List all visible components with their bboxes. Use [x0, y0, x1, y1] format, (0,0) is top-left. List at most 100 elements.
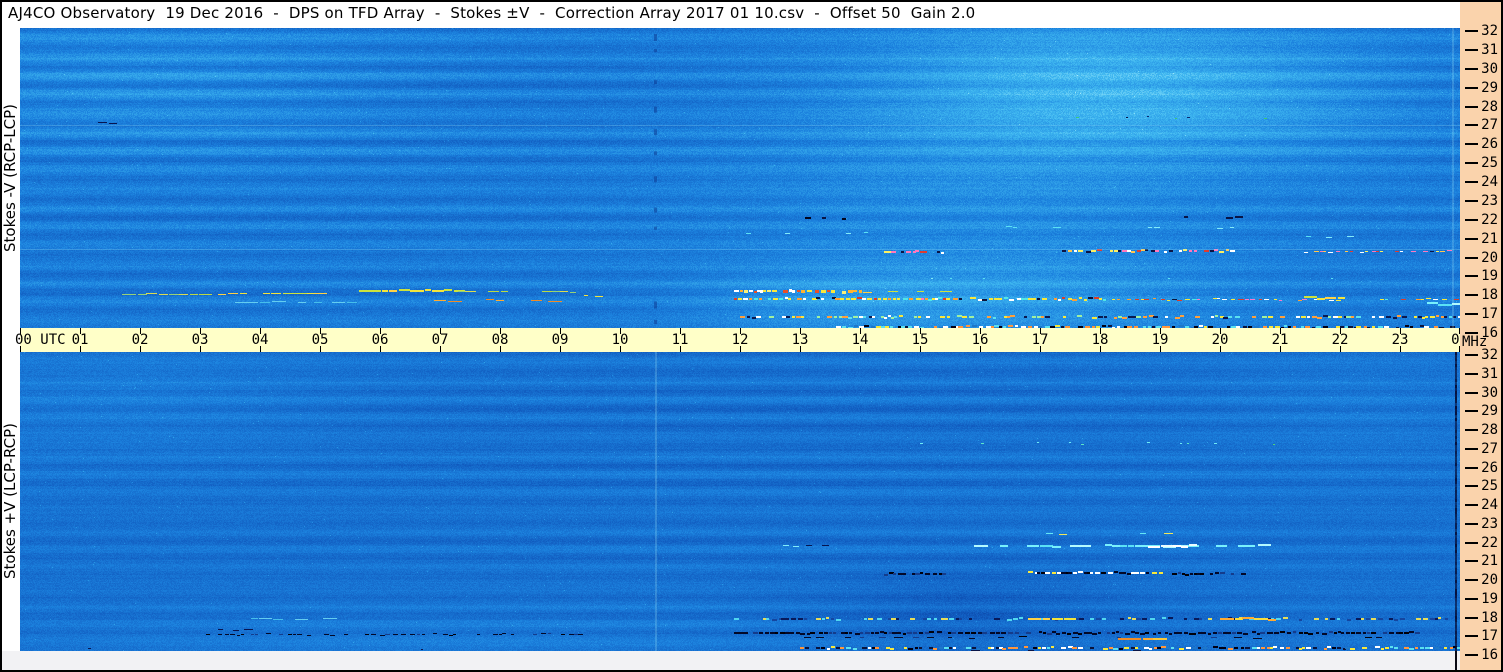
time-tick — [560, 346, 561, 352]
freq-tick — [1465, 87, 1478, 89]
time-tick — [1040, 346, 1041, 352]
time-tick — [1160, 346, 1161, 352]
freq-tick — [1465, 30, 1478, 32]
time-tick — [680, 346, 681, 352]
freq-tick — [1465, 275, 1478, 277]
freq-tick — [1465, 373, 1478, 375]
freq-tick-label: 17 — [1481, 628, 1498, 644]
time-tick — [380, 328, 381, 334]
freq-tick — [1465, 504, 1478, 506]
time-tick-label: 08 — [491, 332, 509, 348]
time-tick-label: 10 — [611, 332, 629, 348]
time-tick — [980, 328, 981, 334]
freq-tick-label: 31 — [1481, 42, 1498, 58]
time-tick-label: 17 — [1031, 332, 1049, 348]
freq-tick-label: 19 — [1481, 268, 1498, 284]
time-tick — [380, 346, 381, 352]
freq-tick — [1465, 354, 1478, 356]
freq-tick — [1465, 448, 1478, 450]
time-tick-label: 02 — [131, 332, 149, 348]
freq-tick — [1465, 392, 1478, 394]
time-tick-label: 21 — [1271, 332, 1289, 348]
time-tick — [200, 346, 201, 352]
time-tick — [260, 346, 261, 352]
time-tick-label: 18 — [1091, 332, 1109, 348]
freq-tick — [1465, 219, 1478, 221]
time-tick-label: 03 — [191, 332, 209, 348]
freq-tick — [1465, 617, 1478, 619]
freq-tick-label: 22 — [1481, 535, 1498, 551]
freq-tick-label: 18 — [1481, 610, 1498, 626]
time-tick — [1220, 328, 1221, 334]
freq-tick — [1465, 124, 1478, 126]
time-tick — [140, 328, 141, 334]
freq-tick-label: 18 — [1481, 287, 1498, 303]
time-tick-label: 07 — [431, 332, 449, 348]
footer-strip — [2, 651, 1460, 670]
time-tick — [1400, 346, 1401, 352]
time-tick — [920, 328, 921, 334]
spectrogram-bottom-panel — [20, 352, 1460, 651]
freq-tick-label: 25 — [1481, 478, 1498, 494]
time-tick-label: 04 — [251, 332, 269, 348]
time-tick-label: 16 — [971, 332, 989, 348]
time-tick-label: 13 — [791, 332, 809, 348]
freq-tick-label: 21 — [1481, 231, 1498, 247]
freq-tick-label: 16 — [1481, 647, 1498, 663]
time-tick — [800, 346, 801, 352]
y-axis-label-stokes-plus-v: Stokes +V (LCP-RCP) — [1, 423, 19, 579]
time-tick — [320, 328, 321, 334]
freq-tick — [1465, 579, 1478, 581]
time-tick-label: 05 — [311, 332, 329, 348]
time-tick — [1100, 328, 1101, 334]
frequency-axis: MHz 32 31 30 29 28 27 26 25 24 23 22 21 20 19 18 17 16 32… — [1460, 2, 1501, 670]
freq-tick — [1465, 68, 1478, 70]
freq-tick — [1465, 429, 1478, 431]
freq-tick — [1465, 523, 1478, 525]
freq-tick-label: 23 — [1481, 516, 1498, 532]
time-tick-label: 09 — [551, 332, 569, 348]
freq-tick — [1465, 313, 1478, 315]
freq-tick-label: 16 — [1481, 325, 1498, 341]
time-tick — [20, 346, 21, 352]
time-tick-label: 01 — [71, 332, 89, 348]
time-tick — [440, 346, 441, 352]
time-tick — [740, 328, 741, 334]
time-tick — [980, 346, 981, 352]
time-tick — [200, 328, 201, 334]
time-tick — [260, 328, 261, 334]
time-tick — [80, 328, 81, 334]
freq-tick-label: 26 — [1481, 460, 1498, 476]
time-tick — [1459, 346, 1460, 352]
freq-tick-label: 28 — [1481, 99, 1498, 115]
freq-tick — [1465, 257, 1478, 259]
time-tick-label: 20 — [1211, 332, 1229, 348]
time-tick — [500, 346, 501, 352]
freq-tick — [1465, 143, 1478, 145]
time-tick — [1459, 328, 1460, 334]
time-tick-label: 11 — [671, 332, 689, 348]
freq-tick-label: 30 — [1481, 61, 1498, 77]
mhz-unit-label: MHz — [1462, 334, 1488, 350]
time-tick — [440, 328, 441, 334]
freq-tick-label: 29 — [1481, 403, 1498, 419]
freq-tick-label: 27 — [1481, 117, 1498, 133]
time-tick — [860, 328, 861, 334]
time-tick — [1340, 346, 1341, 352]
freq-tick-label: 32 — [1481, 347, 1498, 363]
freq-tick — [1465, 332, 1478, 334]
time-tick — [1340, 328, 1341, 334]
time-tick-label: 19 — [1151, 332, 1169, 348]
freq-tick — [1465, 542, 1478, 544]
freq-tick — [1465, 654, 1478, 656]
title-bar-text: AJ4CO Observatory 19 Dec 2016 - DPS on T… — [8, 4, 976, 22]
freq-tick — [1465, 200, 1478, 202]
freq-tick-label: 24 — [1481, 497, 1498, 513]
freq-tick-label: 20 — [1481, 250, 1498, 266]
time-tick — [560, 328, 561, 334]
time-axis: 00 UTC 01 02 03 04 05 06 07 08 09 10 11 12 13 14 15 16 17… — [15, 328, 1468, 352]
time-tick-label: 00 UTC — [15, 332, 66, 348]
freq-tick-label: 21 — [1481, 553, 1498, 569]
time-tick-label: 14 — [851, 332, 869, 348]
